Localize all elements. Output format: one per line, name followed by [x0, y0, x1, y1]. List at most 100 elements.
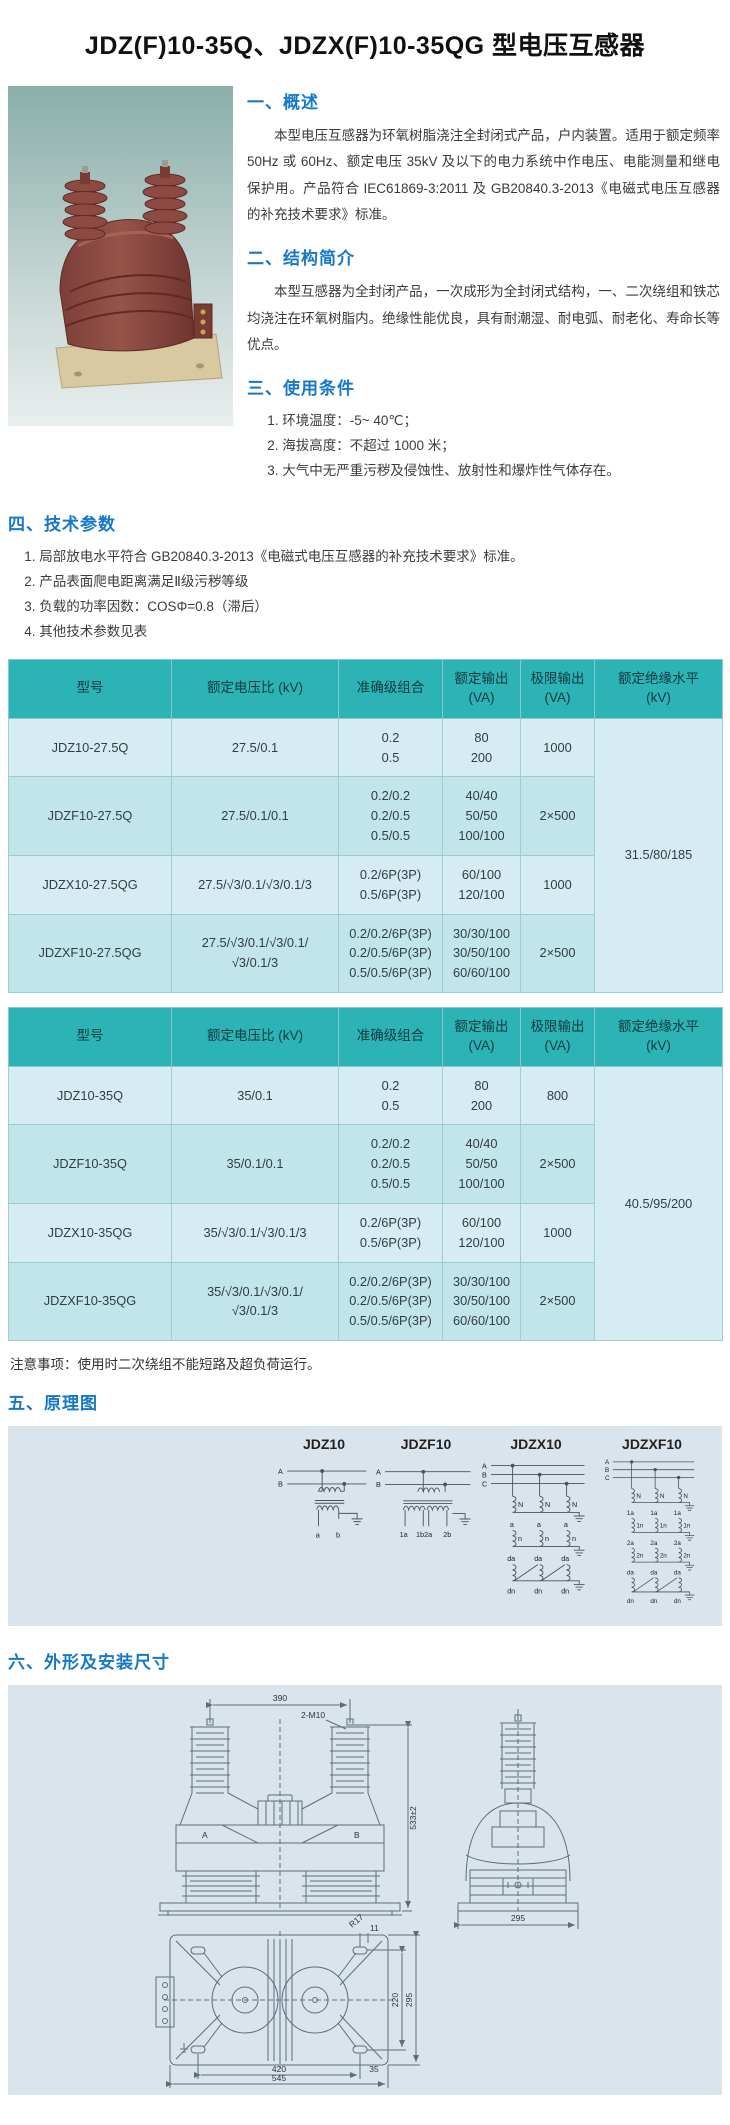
dim-2-m10: 2-M10: [301, 1710, 325, 1720]
winding-label: N: [683, 1493, 688, 1500]
phase-label: B: [482, 1470, 487, 1479]
cell: 27.5/√3/0.1/√3/0.1/ √3/0.1/3: [171, 913, 339, 994]
phase-label: B: [278, 1480, 283, 1489]
parameters-list: 1. 局部放电水平符合 GB20840.3-2013《电磁式电压互感器的补充技术…: [8, 545, 722, 645]
diagram-jdzxf10: JDZXF10 A B C N N N 1a 1a 1a 1n: [596, 1436, 708, 1617]
cell: 0.2 0.5: [338, 717, 443, 778]
open-delta-links: [632, 1577, 678, 1593]
bushing-right-outline: [301, 1713, 381, 1826]
list-item: 2. 产品表面爬电距离满足Ⅱ级污秽等级: [24, 574, 249, 590]
list-item: 1. 环境温度：-5~ 40℃；: [267, 413, 418, 429]
winding-label: 1n: [636, 1523, 643, 1530]
terminal-label: da: [507, 1554, 515, 1563]
terminal-label: a: [564, 1520, 568, 1529]
dim-plate-width: 545: [272, 2073, 286, 2083]
jdz10-wires: [287, 1469, 367, 1527]
intro-column: 一、概述 本型电压互感器为环氧树脂浇注全封闭式产品，户内装置。适用于额定频率 5…: [247, 86, 722, 484]
winding-label: N: [636, 1493, 641, 1500]
terminal-label: da: [674, 1570, 681, 1577]
terminal-label: dn: [561, 1586, 569, 1595]
diagram-jdz10: JDZ10 A B a b: [278, 1436, 370, 1604]
bushing-right: [142, 160, 188, 235]
terminal-label: dn: [674, 1598, 681, 1605]
conditions-list: 1. 环境温度：-5~ 40℃； 2. 海拔高度：不超过 1000 米； 3. …: [247, 409, 720, 484]
cell: 800: [520, 1065, 595, 1126]
phase-label: B: [605, 1467, 609, 1474]
header-cell: 极限输出 (VA): [520, 1007, 595, 1067]
table-header-row: 型号 额定电压比 (kV) 准确级组合 额定输出 (VA) 极限输出 (VA) …: [8, 1007, 723, 1067]
cell: 27.5/0.1: [171, 717, 339, 778]
terminal-label: a: [510, 1520, 514, 1529]
parameters-heading: 四、技术参数: [8, 515, 116, 535]
phase-label: A: [278, 1467, 283, 1476]
terminal-label: a: [537, 1520, 541, 1529]
conditions-heading: 三、使用条件: [247, 379, 355, 399]
front-label-b: B: [354, 1830, 360, 1840]
list-item: 1. 局部放电水平符合 GB20840.3-2013《电磁式电压互感器的补充技术…: [24, 549, 524, 565]
front-label-a: A: [202, 1830, 208, 1840]
terminal-label: 2a: [674, 1540, 681, 1547]
outline-heading: 六、外形及安装尺寸: [8, 1653, 170, 1673]
terminal-label: dn: [534, 1586, 542, 1595]
terminal-label: da: [534, 1554, 542, 1563]
cell: 0.2 0.5: [338, 1065, 443, 1126]
cell: 27.5/√3/0.1/√3/0.1/3: [171, 854, 339, 915]
transformer-body: [59, 219, 195, 352]
diagram-jdzx10: JDZX10 A B C N N N a a a n: [482, 1436, 590, 1614]
phase-label: A: [605, 1459, 610, 1466]
bushing-left: [62, 166, 108, 241]
table-row: JDZXF10-27.5QG 27.5/√3/0.1/√3/0.1/ √3/0.…: [8, 913, 723, 994]
header-cell: 额定电压比 (kV): [171, 658, 339, 719]
dim-height: 533±2: [408, 1806, 418, 1830]
phase-label: C: [482, 1479, 487, 1488]
cell: 35/√3/0.1/√3/0.1/3: [171, 1202, 339, 1263]
winding-label: 1n: [660, 1523, 667, 1530]
cell: 0.2/0.2 0.2/0.5 0.5/0.5: [338, 776, 443, 856]
table-row: JDZX10-35QG 35/√3/0.1/√3/0.1/3 0.2/6P(3P…: [8, 1202, 723, 1263]
header-cell: 型号: [8, 658, 172, 719]
list-item: 3. 大气中无严重污秽及侵蚀性、放射性和爆炸性气体存在。: [267, 463, 620, 479]
page-title: JDZ(F)10-35Q、JDZX(F)10-35QG 型电压互感器: [84, 32, 646, 60]
list-item: 4. 其他技术参数见表: [24, 624, 148, 639]
dim-390: 390: [273, 1693, 287, 1703]
header-cell: 额定绝缘水平 (kV): [594, 1007, 723, 1067]
cell: 35/√3/0.1/√3/0.1/ √3/0.1/3: [171, 1261, 339, 1342]
header-cell: 额定输出 (VA): [442, 1007, 521, 1067]
terminal-label: 2a: [650, 1540, 657, 1547]
cell: 0.2/0.2/6P(3P) 0.2/0.5/6P(3P) 0.5/0.5/6P…: [338, 913, 443, 994]
bushing-left-outline: [179, 1713, 259, 1826]
usage-note: 注意事项：使用时二次绕组不能短路及超负荷运行。: [10, 1357, 321, 1373]
terminal-label: dn: [650, 1598, 657, 1605]
terminal-label: 1a: [674, 1510, 681, 1517]
cell: 30/30/100 30/50/100 60/60/100: [442, 1261, 521, 1342]
terminal-label: da: [561, 1554, 569, 1563]
cell: JDZF10-27.5Q: [8, 776, 172, 856]
terminal-label: dn: [507, 1586, 515, 1595]
cell: 40/40 50/50 100/100: [442, 776, 521, 856]
table-header-row: 型号 额定电压比 (kV) 准确级组合 额定输出 (VA) 极限输出 (VA) …: [8, 658, 723, 719]
product-photo-image: [8, 86, 233, 426]
terminal-block: [193, 303, 213, 339]
spec-table-35kv: 型号 额定电压比 (kV) 准确级组合 额定输出 (VA) 极限输出 (VA) …: [8, 1007, 723, 1342]
insulation-level-cell: 40.5/95/200: [594, 1065, 723, 1342]
open-delta-links: [514, 1564, 566, 1582]
jdzx10-wires: [491, 1463, 585, 1585]
winding-label: N: [545, 1500, 550, 1509]
winding-label: 2n: [636, 1553, 643, 1560]
diagram-jdzf10: JDZF10 A B 1a 1b2a 2b: [376, 1436, 476, 1604]
cell: 0.2/0.2 0.2/0.5 0.5/0.5: [338, 1124, 443, 1204]
structure-heading: 二、结构简介: [247, 249, 355, 269]
cell: 0.2/0.2/6P(3P) 0.2/0.5/6P(3P) 0.5/0.5/6P…: [338, 1261, 443, 1342]
bottom-plan-view: R17 11 220 295 420 35 545: [155, 1912, 420, 2089]
cell: 0.2/6P(3P) 0.5/6P(3P): [338, 1202, 443, 1263]
cell: 2×500: [520, 1261, 595, 1342]
jdzx10-schematic: A B C N N N a a a n n n: [482, 1461, 586, 1595]
header-cell: 额定输出 (VA): [442, 658, 521, 719]
header-cell: 额定电压比 (kV): [171, 1007, 339, 1067]
cell: 2×500: [520, 913, 595, 994]
structure-paragraph: 本型互感器为全封闭产品，一次成形为全封闭式结构，一、二次绕组和铁芯均浇注在环氧树…: [247, 284, 720, 352]
cell: 35/0.1: [171, 1065, 339, 1126]
header-cell: 额定绝缘水平 (kV): [594, 658, 723, 719]
cell: 1000: [520, 1202, 595, 1263]
table-row: JDZXF10-35QG 35/√3/0.1/√3/0.1/ √3/0.1/3 …: [8, 1261, 723, 1342]
